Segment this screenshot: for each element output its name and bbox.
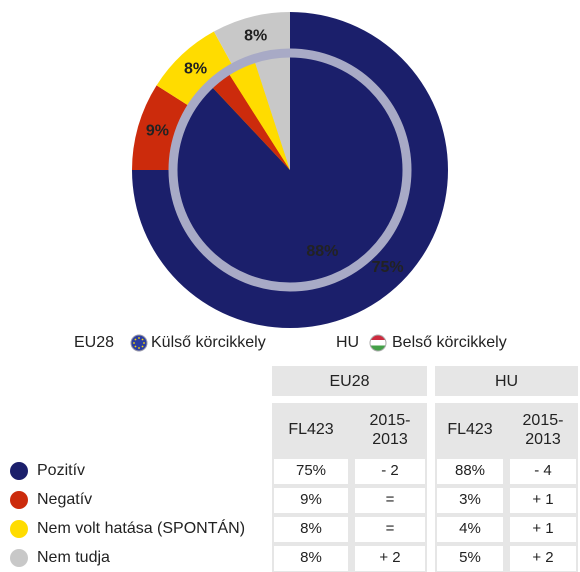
legend-series: HU <box>336 334 359 351</box>
hu-stripe <box>370 340 386 346</box>
hu-stripe <box>370 345 386 351</box>
table-value: + 1 <box>532 520 553 537</box>
eu-star <box>138 337 140 339</box>
table-cell <box>274 459 348 484</box>
table-value: - 2 <box>381 462 399 479</box>
eu-star <box>141 338 144 341</box>
ring <box>168 48 412 292</box>
column-header-line: 2013 <box>372 431 408 448</box>
hu-icon <box>369 334 387 352</box>
eu-star <box>134 345 137 348</box>
column-header: FL423 <box>447 421 492 438</box>
data-label: 9% <box>146 123 169 140</box>
table-value: 9% <box>300 491 322 508</box>
table-bg <box>272 403 427 572</box>
eu-star <box>143 342 145 344</box>
table-value: 5% <box>459 549 481 566</box>
column-header: FL423 <box>288 421 333 438</box>
table-value: = <box>386 520 395 537</box>
table-value: = <box>386 491 395 508</box>
eu-star <box>134 338 137 341</box>
legend-ring: Külső körcikkely <box>151 334 266 351</box>
column-header: 2015- 2013 <box>523 412 564 448</box>
data-label: 88% <box>306 243 338 260</box>
table-cell <box>355 488 425 513</box>
data-label: 8% <box>244 28 267 45</box>
pie-slice <box>228 61 290 170</box>
header-text: EU28 <box>329 373 369 390</box>
header-text: HU <box>495 373 518 390</box>
hu-stripe <box>370 335 386 341</box>
table-cell <box>510 459 576 484</box>
table-cell <box>437 488 503 513</box>
table-value: - 4 <box>534 462 552 479</box>
table-cell <box>274 546 348 571</box>
pie-slice <box>211 73 290 170</box>
column-header-line: FL423 <box>288 421 333 438</box>
legend-marker <box>10 520 28 538</box>
table-value: 75% <box>296 462 326 479</box>
table-value: + 2 <box>532 549 553 566</box>
legend-label: Negatív <box>37 491 92 508</box>
legend-ring: Belső körcikkely <box>392 334 507 351</box>
data-label: 75% <box>372 259 404 276</box>
legend-label: Nem volt hatása (SPONTÁN) <box>37 518 245 537</box>
table-cell <box>437 459 503 484</box>
pie-slice <box>254 56 290 170</box>
table-bg <box>435 403 578 572</box>
table-value: 8% <box>300 520 322 537</box>
column-header-line: FL423 <box>447 421 492 438</box>
table-cell <box>355 546 425 571</box>
eu-star <box>138 347 140 349</box>
data-label: 8% <box>184 61 207 78</box>
legend-marker <box>10 549 28 567</box>
table-cell <box>437 517 503 542</box>
table-value: 8% <box>300 549 322 566</box>
legend-marker <box>10 491 28 509</box>
header-cell <box>435 366 578 396</box>
table-cell <box>355 517 425 542</box>
legend-label: Nem tudja <box>37 549 110 566</box>
table-value: 4% <box>459 520 481 537</box>
table-cell <box>510 517 576 542</box>
pie-slice <box>175 56 405 284</box>
column-header-line: 2013 <box>525 431 561 448</box>
table-value: + 1 <box>532 491 553 508</box>
table-cell <box>510 488 576 513</box>
header-cell <box>272 366 427 396</box>
table-value: + 2 <box>379 549 400 566</box>
legend-label: Pozitív <box>37 462 85 479</box>
table-cell <box>510 546 576 571</box>
table-value: 3% <box>459 491 481 508</box>
table-cell <box>437 546 503 571</box>
legend-marker <box>10 462 28 480</box>
column-header-line: 2015- <box>523 412 564 429</box>
table-cell <box>274 488 348 513</box>
table-value: 88% <box>455 462 485 479</box>
table-cell <box>274 517 348 542</box>
eu-star <box>141 345 144 348</box>
column-header: 2015- 2013 <box>370 412 411 448</box>
eu-star <box>133 342 135 344</box>
column-header-line: 2015- <box>370 412 411 429</box>
legend-series: EU28 <box>74 334 114 351</box>
table-cell <box>355 459 425 484</box>
